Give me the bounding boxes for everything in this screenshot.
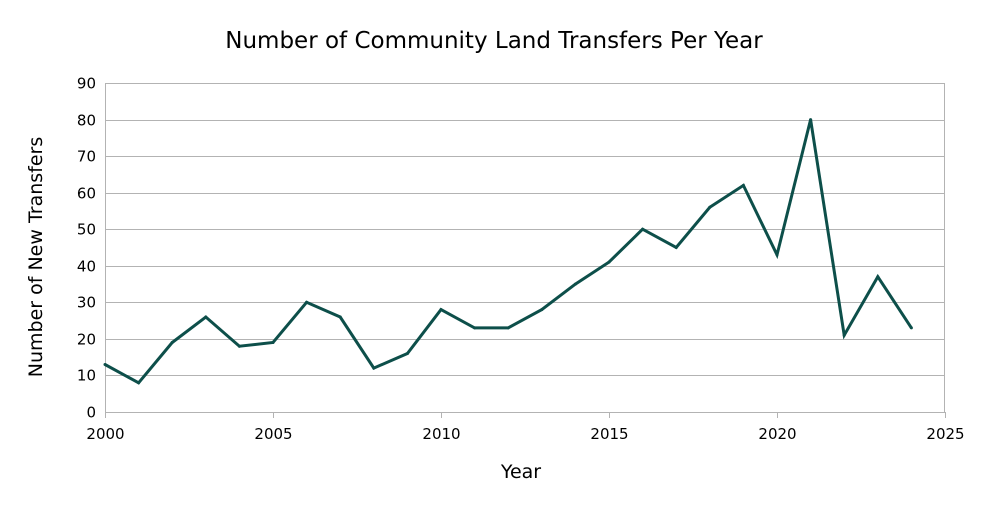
data-point xyxy=(641,227,645,231)
data-point xyxy=(237,344,241,348)
data-point xyxy=(103,363,107,366)
data-point xyxy=(775,253,779,257)
data-point xyxy=(876,275,880,279)
series-line xyxy=(104,119,913,385)
data-point xyxy=(170,341,174,344)
data-point xyxy=(338,315,342,319)
y-tick-label: 60 xyxy=(77,185,96,203)
x-tick-label: 2015 xyxy=(590,425,628,443)
data-point xyxy=(674,246,678,249)
y-tick-label: 0 xyxy=(86,404,96,422)
data-point xyxy=(439,308,443,312)
data-point xyxy=(372,366,376,370)
data-point xyxy=(708,205,712,209)
data-point xyxy=(809,118,813,122)
y-axis-ticks: 0 10 20 30 40 50 60 70 80 90 xyxy=(77,75,96,422)
data-point xyxy=(842,333,846,337)
data-point xyxy=(607,260,611,264)
data-point xyxy=(540,308,544,312)
gridlines xyxy=(105,83,945,413)
y-tick-label: 30 xyxy=(77,294,96,312)
series-layer xyxy=(103,118,913,385)
y-axis-title: Number of New Transfers xyxy=(25,137,47,378)
data-point xyxy=(573,282,577,286)
data-point xyxy=(271,341,275,344)
data-point xyxy=(741,183,745,187)
y-tick-label: 40 xyxy=(77,258,96,276)
x-axis-ticks: 2000 2005 2010 2015 2020 2025 xyxy=(86,412,965,443)
data-point xyxy=(405,352,409,355)
x-tick-label: 2025 xyxy=(926,425,964,443)
y-tick-label: 70 xyxy=(77,148,96,166)
data-point xyxy=(305,300,309,304)
axes xyxy=(105,83,945,412)
y-tick-label: 10 xyxy=(77,367,96,385)
x-tick-label: 2000 xyxy=(86,425,124,443)
y-tick-label: 50 xyxy=(77,221,96,239)
x-tick-label: 2005 xyxy=(254,425,292,443)
x-tick-label: 2020 xyxy=(758,425,796,443)
y-tick-label: 80 xyxy=(77,112,96,130)
data-point xyxy=(473,326,477,330)
chart-title: Number of Community Land Transfers Per Y… xyxy=(225,28,763,54)
x-axis-title: Year xyxy=(500,461,541,483)
data-point xyxy=(204,315,208,319)
data-point xyxy=(909,326,913,330)
y-tick-label: 20 xyxy=(77,331,96,349)
data-point xyxy=(506,326,510,330)
y-tick-label: 90 xyxy=(77,75,96,93)
data-point xyxy=(137,381,141,385)
x-tick-label: 2010 xyxy=(422,425,460,443)
